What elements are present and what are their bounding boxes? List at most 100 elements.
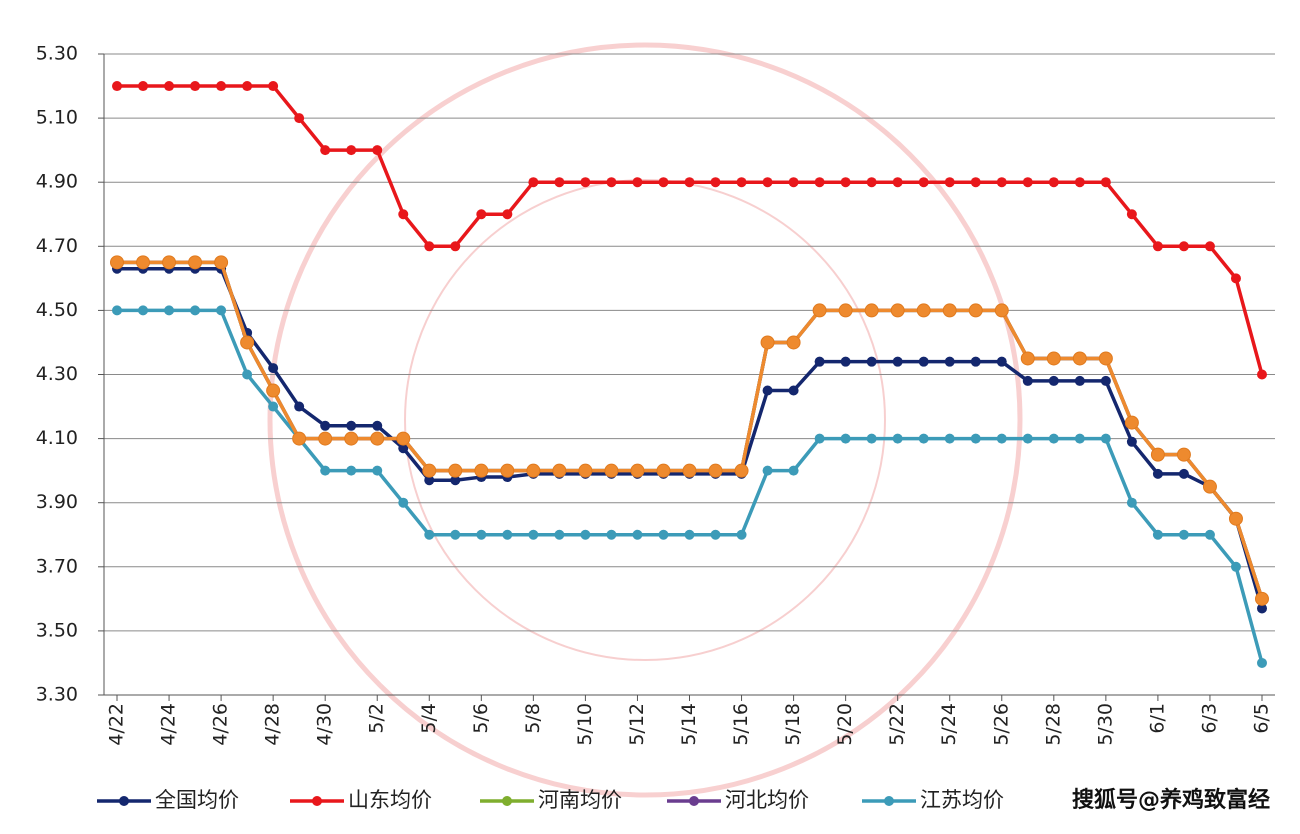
data-point [580,529,591,540]
data-point [1256,369,1267,380]
data-point [502,529,513,540]
data-point [578,463,593,478]
data-point [552,463,567,478]
data-point [112,305,123,316]
x-tick-label: 5/20 [834,703,856,746]
data-point [292,431,307,446]
data-point [866,356,877,367]
data-point [996,356,1007,367]
data-point [318,431,333,446]
data-point [138,81,149,92]
y-tick-label: 4.70 [36,235,78,257]
data-point [372,465,383,476]
legend-label: 山东均价 [348,788,432,812]
data-point [970,177,981,188]
data-point [450,241,461,252]
data-point [268,401,279,412]
x-tick-label: 4/26 [210,703,232,746]
series [112,305,1267,668]
data-point [448,463,463,478]
data-point [944,433,955,444]
data-point [1072,351,1087,366]
data-point [944,177,955,188]
data-point [788,177,799,188]
y-tick-label: 3.50 [36,619,78,641]
data-point [162,255,177,270]
data-point [788,385,799,396]
data-point [554,177,565,188]
series-line [117,84,1264,375]
data-point [136,255,151,270]
data-point [944,356,955,367]
data-point [658,529,669,540]
series-line [117,260,1264,600]
data-point [1178,529,1189,540]
data-point [346,145,357,156]
legend-item: 全国均价 [97,788,239,812]
data-point [1254,591,1269,606]
data-point [708,463,723,478]
data-point [528,529,539,540]
series-line [117,308,1264,664]
data-point [684,529,695,540]
data-point [268,363,279,374]
data-point [110,255,125,270]
legend-marker [502,796,512,806]
data-point [1228,511,1243,526]
data-point [320,420,331,431]
x-tick-label: 5/2 [366,703,388,734]
data-point [424,529,435,540]
data-point [788,465,799,476]
x-tick-label: 5/26 [990,703,1012,746]
y-tick-label: 5.30 [36,43,78,65]
data-point [526,463,541,478]
data-point [1124,415,1139,430]
data-point [188,255,203,270]
data-point [762,177,773,188]
x-tick-label: 5/18 [782,703,804,746]
data-point [242,369,253,380]
data-point [346,420,357,431]
data-point [396,431,411,446]
data-point [1046,351,1061,366]
x-tick-label: 5/10 [574,703,596,746]
legend-label: 江苏均价 [920,788,1004,812]
data-point [344,431,359,446]
legend-marker [312,796,322,806]
data-point [372,420,383,431]
x-tick-label: 4/24 [158,703,180,746]
data-point [840,433,851,444]
x-tick-label: 4/28 [262,703,284,746]
data-point [1152,241,1163,252]
data-point [372,145,383,156]
data-point [840,177,851,188]
data-point [266,383,281,398]
data-point [942,303,957,318]
data-point [502,209,513,220]
data-point [112,81,123,92]
data-point [1048,177,1059,188]
data-point [1256,603,1267,614]
y-tick-label: 3.30 [36,684,78,706]
x-tick-label: 6/1 [1146,703,1168,734]
data-point [1256,657,1267,668]
data-point [968,303,983,318]
series-line [117,260,1264,600]
data-point [164,305,175,316]
data-point [710,177,721,188]
data-point [450,529,461,540]
data-point [580,177,591,188]
data-point [994,303,1009,318]
data-point [1126,209,1137,220]
x-tick-label: 5/6 [470,703,492,734]
data-point [1202,479,1217,494]
data-point [970,433,981,444]
data-point [1048,375,1059,386]
data-point [1074,177,1085,188]
legend-label: 河北均价 [725,788,809,812]
data-point [1178,241,1189,252]
data-point [916,303,931,318]
data-point [346,465,357,476]
legend-item: 江苏均价 [862,788,1004,812]
